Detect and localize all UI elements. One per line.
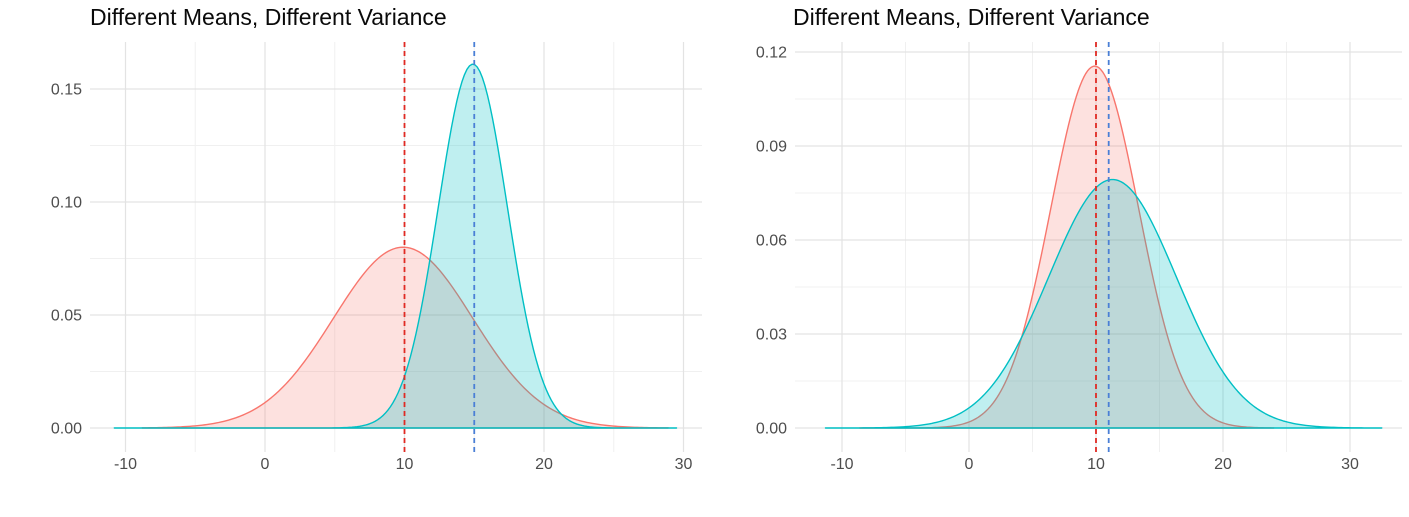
y-tick-label: 0.09 bbox=[756, 139, 787, 156]
teal-density-curve bbox=[824, 178, 1383, 429]
y-axis-tick-labels: 0.00 0.03 0.06 0.09 0.12 bbox=[756, 45, 787, 438]
x-axis-tick-labels: -10 0 10 20 30 bbox=[830, 456, 1359, 473]
y-tick-label: 0.05 bbox=[51, 308, 82, 325]
x-tick-label: 0 bbox=[261, 456, 270, 473]
density-plot-left: Different Means, Different Variance 0.00… bbox=[51, 4, 702, 473]
density-chart-right: 0.00 0.03 0.06 0.09 0.12 -10 0 10 20 30 bbox=[756, 42, 1402, 473]
y-tick-label: 0.10 bbox=[51, 195, 82, 212]
x-tick-label: -10 bbox=[830, 456, 853, 473]
x-tick-label: 30 bbox=[675, 456, 693, 473]
y-tick-label: 0.03 bbox=[756, 327, 787, 344]
x-tick-label: 10 bbox=[396, 456, 414, 473]
x-axis-tick-labels: -10 0 10 20 30 bbox=[114, 456, 693, 473]
x-tick-label: 20 bbox=[535, 456, 553, 473]
y-tick-label: 0.15 bbox=[51, 82, 82, 99]
y-tick-label: 0.12 bbox=[756, 45, 787, 62]
density-chart-left: 0.00 0.05 0.10 0.15 -10 0 10 20 30 bbox=[51, 42, 702, 473]
teal-density-curve bbox=[113, 63, 678, 429]
y-tick-label: 0.00 bbox=[51, 421, 82, 438]
x-tick-label: 10 bbox=[1087, 456, 1105, 473]
y-tick-label: 0.00 bbox=[756, 421, 787, 438]
x-tick-label: 20 bbox=[1214, 456, 1232, 473]
plot-title-right: Different Means, Different Variance bbox=[793, 4, 1150, 30]
gridlines bbox=[795, 42, 1402, 452]
x-tick-label: 0 bbox=[965, 456, 974, 473]
density-plot-right: Different Means, Different Variance 0.00… bbox=[705, 0, 1409, 517]
x-tick-label: 30 bbox=[1341, 456, 1359, 473]
plot-title-left: Different Means, Different Variance bbox=[90, 4, 447, 30]
y-tick-label: 0.06 bbox=[756, 233, 787, 250]
y-axis-tick-labels: 0.00 0.05 0.10 0.15 bbox=[51, 82, 82, 438]
red-density-curve bbox=[141, 246, 669, 429]
x-tick-label: -10 bbox=[114, 456, 137, 473]
